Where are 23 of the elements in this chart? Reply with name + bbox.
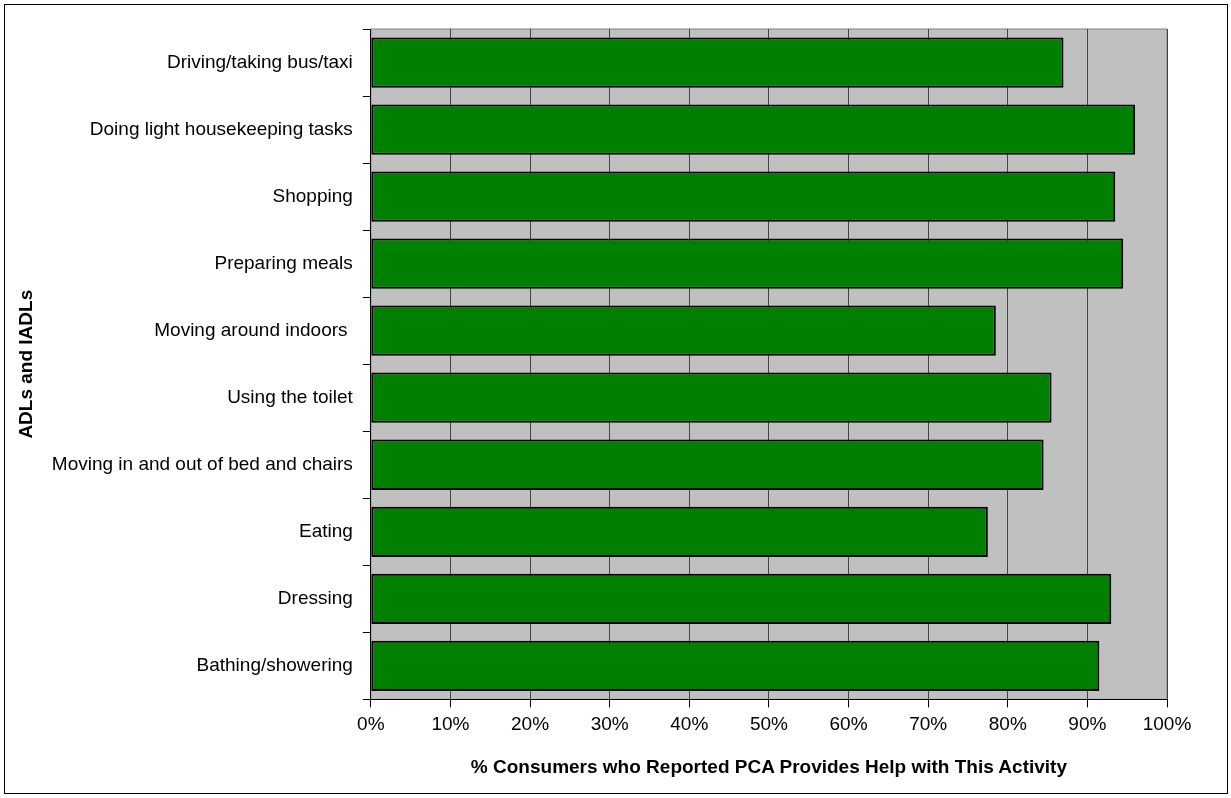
y-tick-label: Dressing [277, 587, 353, 609]
x-tick-label: 50% [749, 713, 789, 735]
x-axis-title: % Consumers who Reported PCA Provides Help with This Activity [470, 755, 1068, 777]
y-tick-label: Eating [298, 520, 353, 542]
x-tick-label: 40% [670, 713, 709, 735]
y-axis-title: ADLs and IADLs [14, 289, 36, 439]
x-tick-label: 60% [829, 713, 868, 735]
y-tick-label: Doing light housekeeping tasks [89, 117, 353, 139]
y-tick-label: Preparing meals [214, 251, 353, 273]
x-tick-label: 10% [431, 713, 470, 735]
x-tick-label: 80% [988, 713, 1027, 735]
x-tick-label: 0% [357, 713, 385, 735]
x-tick-label: 100% [1142, 713, 1192, 735]
y-tick-label: Moving around indoors [154, 318, 353, 340]
x-tick-label: 20% [511, 713, 550, 735]
x-tick-label: 70% [909, 713, 948, 735]
y-tick-label: Bathing/showering [196, 654, 353, 676]
y-tick-label: Driving/taking bus/taxi [166, 50, 353, 72]
y-tick-label: Moving in and out of bed and chairs [51, 452, 353, 474]
y-tick-label: Using the toilet [227, 385, 354, 407]
x-tick-label: 90% [1068, 713, 1107, 735]
x-tick-label: 30% [590, 713, 629, 735]
y-tick-label: Shopping [272, 184, 353, 206]
